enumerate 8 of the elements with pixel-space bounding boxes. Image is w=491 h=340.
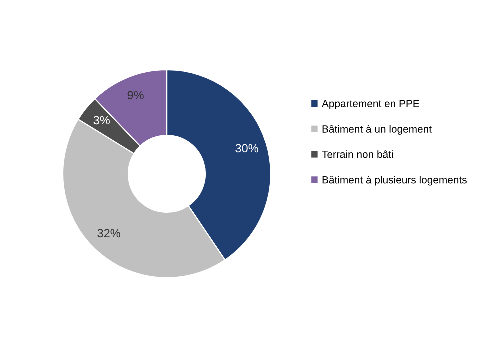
data-label: 3%: [94, 116, 110, 125]
data-label: 30%: [236, 144, 258, 153]
legend-label: Appartement en PPE: [322, 100, 420, 110]
legend-label: Bâtiment à plusieurs logements: [322, 176, 467, 186]
legend-label: Terrain non bâti: [322, 150, 394, 158]
legend-label: Bâtiment à un logement: [322, 125, 432, 135]
data-label: 32%: [98, 229, 120, 238]
data-label: 9%: [128, 91, 144, 100]
